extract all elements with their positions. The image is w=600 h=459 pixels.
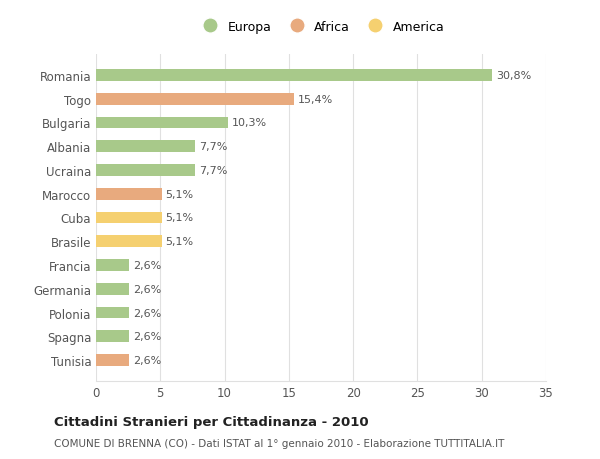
Bar	[96, 259, 130, 271]
Text: 10,3%: 10,3%	[232, 118, 268, 128]
Text: 30,8%: 30,8%	[496, 71, 531, 81]
Text: COMUNE DI BRENNA (CO) - Dati ISTAT al 1° gennaio 2010 - Elaborazione TUTTITALIA.: COMUNE DI BRENNA (CO) - Dati ISTAT al 1°…	[54, 438, 505, 448]
Text: 7,7%: 7,7%	[199, 166, 227, 176]
Text: 5,1%: 5,1%	[166, 237, 194, 247]
Text: 15,4%: 15,4%	[298, 95, 333, 105]
Bar	[96, 188, 161, 200]
Text: 2,6%: 2,6%	[133, 331, 161, 341]
Text: 5,1%: 5,1%	[166, 213, 194, 223]
Text: 2,6%: 2,6%	[133, 355, 161, 365]
Legend: Europa, Africa, America: Europa, Africa, America	[193, 16, 449, 39]
Text: 7,7%: 7,7%	[199, 142, 227, 152]
Bar	[96, 354, 130, 366]
Text: Cittadini Stranieri per Cittadinanza - 2010: Cittadini Stranieri per Cittadinanza - 2…	[54, 415, 368, 428]
Bar	[96, 330, 130, 342]
Bar	[96, 283, 130, 295]
Bar	[96, 212, 161, 224]
Bar	[96, 307, 130, 319]
Bar	[96, 118, 229, 129]
Bar	[96, 94, 294, 106]
Bar	[96, 141, 195, 153]
Text: 2,6%: 2,6%	[133, 308, 161, 318]
Bar	[96, 70, 492, 82]
Text: 2,6%: 2,6%	[133, 260, 161, 270]
Bar	[96, 165, 195, 177]
Text: 2,6%: 2,6%	[133, 284, 161, 294]
Text: 5,1%: 5,1%	[166, 189, 194, 199]
Bar	[96, 236, 161, 248]
